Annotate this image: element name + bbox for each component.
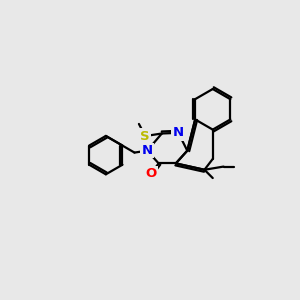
Text: S: S (140, 130, 150, 142)
Text: N: N (173, 126, 184, 140)
Text: O: O (146, 167, 157, 180)
Text: N: N (142, 144, 153, 157)
